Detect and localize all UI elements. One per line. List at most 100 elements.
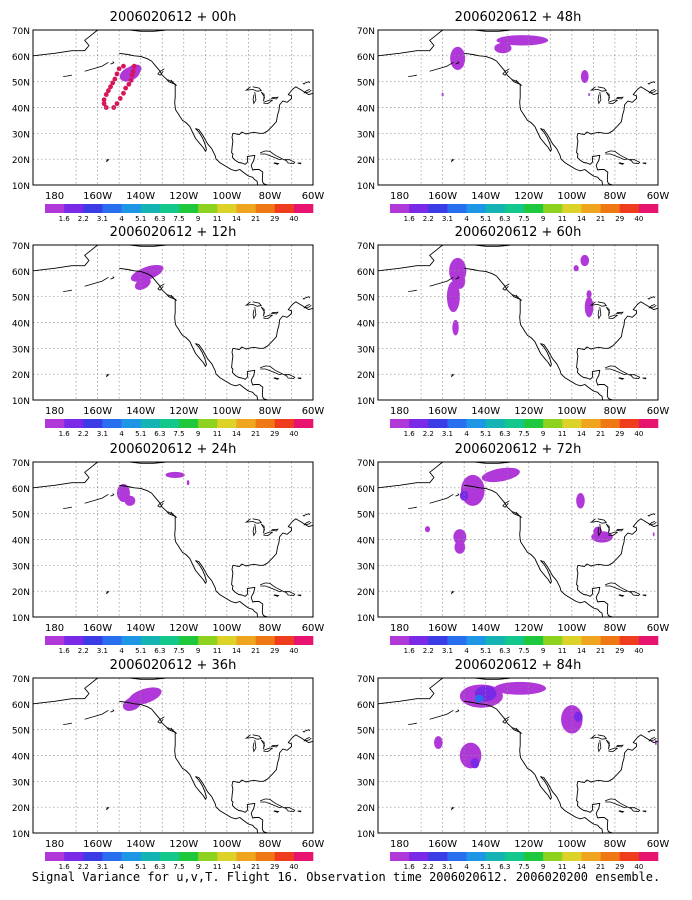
variance-contour [459,490,469,501]
variance-contour [580,254,590,267]
lon-label: 60W [302,406,325,417]
coastline-feature [252,523,257,537]
colorbar-swatch [159,204,180,213]
colorbar-swatch [236,419,256,428]
colorbar-swatch [179,636,199,645]
lat-label: 40N [357,537,375,547]
coastline-feature [84,276,109,287]
coastline-feature [450,590,454,595]
lat-label: 10N [12,614,30,624]
colorbar-swatch [236,636,256,645]
colorbar-label: 3.1 [442,647,453,655]
lon-label: 120W [514,191,543,202]
coastline-feature [110,493,115,497]
lat-label: 60N [12,485,30,495]
colorbar-swatch [524,636,544,645]
coastline-feature [260,365,284,376]
colorbar-label: 7.5 [173,863,184,871]
colorbar-swatch [447,852,467,861]
variance-contour [134,277,151,290]
coastline-feature [450,158,454,163]
lon-label: 80W [604,623,627,634]
colorbar-label: 11 [213,647,222,655]
colorbar-label: 40 [289,863,298,871]
colorbar-swatch [217,852,237,861]
coastline [378,30,658,185]
lon-label: 60W [302,191,325,202]
lon-label: 80W [604,406,627,417]
lon-label: 180 [45,191,64,202]
coastline-feature [608,531,619,537]
colorbar-swatch [619,852,640,861]
colorbar-label: 2.2 [78,863,89,871]
colorbar-swatch [140,636,161,645]
coastline-feature [502,68,510,76]
colorbar-label: 7.5 [518,863,529,871]
colorbar-label: 29 [615,647,624,655]
observation-dot [128,77,134,83]
colorbar-label: 40 [634,863,643,871]
colorbar-label: 29 [615,430,624,438]
colorbar-swatch [524,419,544,428]
colorbar-label: 29 [270,430,279,438]
map-panel-p12: 2006020612 + 12h 70N 60N 50N 40N 30N 20N 10N 180… [12,225,325,438]
lon-label: 60W [647,406,670,417]
coastline-feature [297,377,302,380]
observation-dot [129,72,135,78]
lon-label: 80W [259,623,282,634]
observation-dot [101,97,107,103]
lon-label: 180 [390,191,409,202]
lat-label: 50N [12,511,30,521]
coastline-feature [273,594,280,597]
coastline-feature [260,582,284,593]
observation-dot [121,63,126,69]
colorbar-swatch [600,636,621,645]
map-frame [377,677,659,834]
lon-label: 180 [45,839,64,850]
colorbar-swatch [64,852,84,861]
coastline-feature [84,709,109,720]
colorbar-label: 29 [270,863,279,871]
variance-contour [494,42,512,54]
colorbar-swatch [581,852,601,861]
lat-label: 50N [12,294,30,304]
colorbar-swatch [390,636,410,645]
coastline-feature [260,91,265,102]
map-area [33,245,313,400]
lon-label: 160W [428,839,457,850]
colorbar-swatch [236,204,256,213]
colorbar-swatch [121,636,142,645]
colorbar-swatch [274,419,295,428]
lon-label: 180 [45,623,64,634]
observation-dot [130,68,136,74]
coastline-feature [263,99,274,105]
coastline-feature [429,493,454,504]
lat-label: 50N [12,79,30,89]
lat-label: 10N [12,397,30,407]
coastline-feature [302,81,311,85]
colorbar-label: 29 [615,863,624,871]
colorbar-label: 9 [541,215,545,223]
map-panel-p60: 2006020612 + 60h 70N 60N 50N 40N 30N 20N 10N 180… [357,225,670,438]
colorbar-swatch [466,636,487,645]
coastline-feature [455,493,460,497]
colorbar-label: 11 [213,863,222,871]
coastline-feature [105,158,109,163]
variance-contour [186,480,190,486]
coastline-feature [263,747,274,753]
colorbar-label: 11 [213,215,222,223]
panel-title: 2006020612 + 60h [455,225,582,240]
coastline-feature [252,739,257,753]
colorbar-label: 6.3 [154,215,165,223]
map-area [33,30,313,185]
variance-contour [654,740,657,746]
colorbar-swatch [390,204,410,213]
colorbar-label: 2.2 [78,430,89,438]
colorbar-swatch [504,204,525,213]
coastline-feature [605,306,610,317]
lat-label: 40N [357,320,375,330]
colorbar-label: 7.5 [173,215,184,223]
map-frame [377,461,659,618]
coastline-feature [105,590,109,595]
colorbar-label: 3.1 [442,215,453,223]
